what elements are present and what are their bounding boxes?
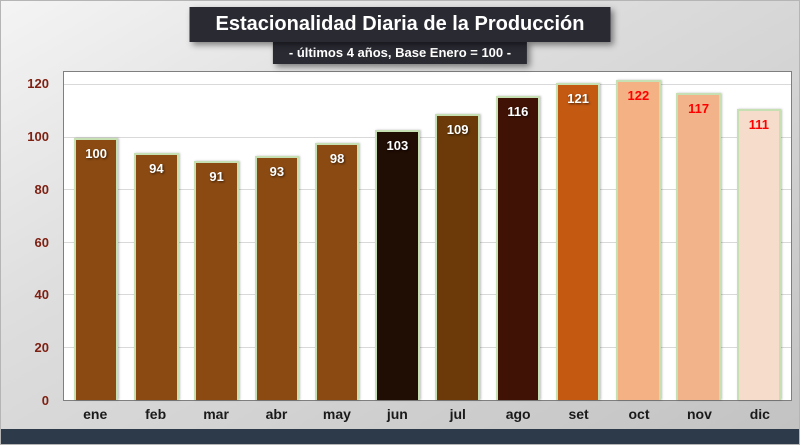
x-axis-label-ene: ene [83,406,108,422]
bar-jul: 109 [435,113,480,400]
gridline [64,84,791,86]
x-axis-label-dic: dic [749,406,770,422]
bar-set: 121 [555,82,601,400]
gridline [64,189,791,191]
x-axis-label-ago: ago [505,406,531,422]
bar-value-label: 94 [149,161,164,177]
bar-cell: 111 [729,72,789,400]
y-tick-label: 100 [27,129,49,144]
gridline [64,294,791,296]
y-tick-label: 60 [34,234,49,250]
bar-value-label: 116 [507,103,529,119]
bar-value-label: 117 [688,101,710,116]
bar-cell: 93 [247,72,307,400]
x-axis-label-feb: feb [145,406,167,422]
x-axis-label-oct: oct [628,406,650,422]
chart-title: Estacionalidad Diaria de la Producción [189,7,611,42]
bar-ago: 116 [495,95,541,400]
plot-area: 100 94 91 93 98 103 109 116 121 122 117 111 [63,71,792,401]
chart-title-text: Estacionalidad Diaria de la Producción [215,13,585,35]
bar-cell: 122 [608,72,668,400]
bar-value-label: 122 [627,87,650,103]
bar-nov: 117 [676,93,721,400]
y-tick-label: 40 [34,287,49,303]
bar-mar: 91 [194,161,239,400]
bars-container: 100 94 91 93 98 103 109 116 121 122 117 111 [64,72,791,400]
bar-cell: 98 [307,72,367,400]
bar-feb: 94 [134,153,179,400]
gridline [64,136,791,138]
bar-jun: 103 [375,129,420,400]
y-axis: 0 20 40 60 80 100 120 [1,71,57,408]
bar-value-label: 91 [209,169,224,185]
x-axis: ene feb mar abr may jun jul ago set oct nov dic [63,406,792,422]
bar-value-label: 109 [446,121,469,137]
bar-dic: 111 [736,108,782,400]
bar-cell: 94 [126,72,186,400]
y-tick-label: 80 [34,181,49,197]
gridline [64,241,791,243]
bar-value-label: 121 [567,90,589,106]
bar-cell: 116 [488,72,548,400]
bar-value-label: 93 [269,163,285,179]
gridline [64,346,791,348]
bar-cell: 109 [428,72,488,400]
x-axis-label-may: may [322,406,351,422]
bar-abr: 93 [254,155,300,400]
bar-value-label: 100 [85,145,107,161]
bar-ene: 100 [73,137,119,400]
x-axis-label-jul: jul [449,406,466,422]
x-axis-label-abr: abr [265,406,288,422]
bar-value-label: 98 [329,150,345,166]
bar-cell: 100 [66,72,126,400]
y-tick-label: 0 [41,393,49,408]
x-axis-label-nov: nov [686,406,712,422]
bar-value-label: 103 [386,137,409,153]
bar-cell: 91 [187,72,247,400]
y-tick-label: 120 [27,76,49,92]
x-axis-label-set: set [568,406,589,422]
x-axis-label-mar: mar [203,406,229,422]
footer-bar [1,429,799,444]
bar-cell: 121 [548,72,608,400]
chart-subtitle-text: - últimos 4 años, Base Enero = 100 - [288,45,512,60]
bar-cell: 103 [367,72,427,400]
bar-value-label: 111 [748,116,769,132]
y-tick-label: 20 [34,340,49,356]
x-axis-label-jun: jun [386,406,408,422]
chart-subtitle: - últimos 4 años, Base Enero = 100 - [272,41,528,64]
bar-may: 98 [314,142,360,400]
bar-oct: 122 [616,79,661,400]
bar-cell: 117 [669,72,729,400]
